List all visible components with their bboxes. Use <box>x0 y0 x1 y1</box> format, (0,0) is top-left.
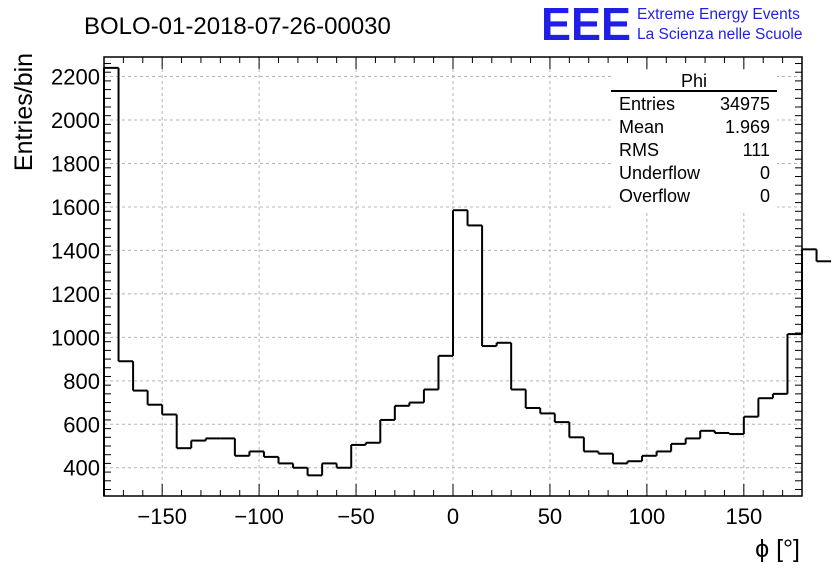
eee-logo: EEE Extreme Energy Events La Scienza nel… <box>541 0 802 50</box>
stats-value-underflow: 0 <box>760 163 770 183</box>
stats-label-mean: Mean <box>619 117 664 137</box>
eee-logo-mark: EEE <box>541 0 631 50</box>
y-tick-label: 1800 <box>51 151 100 176</box>
x-tick-label: 0 <box>447 504 459 529</box>
stats-label-entries: Entries <box>619 94 675 114</box>
run-title: BOLO-01-2018-07-26-00030 <box>84 13 391 40</box>
y-tick-labels: 400 600 800 1000 1200 1400 1600 1800 2000 2200 <box>51 65 100 481</box>
y-tick-label: 800 <box>63 369 100 394</box>
stats-row-overflow: Overflow 0 <box>619 186 770 206</box>
stats-box-title: Phi <box>681 71 707 91</box>
x-tick-label: −150 <box>137 504 187 529</box>
y-tick-label: 2000 <box>51 108 100 133</box>
stats-value-overflow: 0 <box>760 186 770 206</box>
y-tick-label: 2200 <box>51 65 100 90</box>
axes <box>103 56 803 497</box>
y-axis-title: Entries/bin <box>10 53 38 171</box>
stats-row-underflow: Underflow 0 <box>619 163 770 183</box>
x-tick-labels: −150 −100 −50 0 50 100 150 <box>137 504 762 529</box>
y-tick-label: 1600 <box>51 195 100 220</box>
stats-value-entries: 34975 <box>720 94 770 114</box>
stats-box: Phi Entries 34975 Mean 1.969 RMS 111 Und… <box>611 70 777 210</box>
x-tick-label: −100 <box>234 504 284 529</box>
stats-box-background <box>611 70 777 210</box>
stats-label-underflow: Underflow <box>619 163 701 183</box>
stats-value-mean: 1.969 <box>725 117 770 137</box>
y-tick-label: 1400 <box>51 238 100 263</box>
stats-row-entries: Entries 34975 <box>619 94 770 114</box>
eee-logo-line1: Extreme Energy Events <box>637 6 800 23</box>
stats-label-overflow: Overflow <box>619 186 691 206</box>
y-tick-label: 600 <box>63 412 100 437</box>
stats-value-rms: 111 <box>743 140 770 160</box>
eee-logo-line2: La Scienza nelle Scuole <box>637 26 802 43</box>
x-tick-label: −50 <box>337 504 374 529</box>
y-tick-label: 1200 <box>51 282 100 307</box>
x-axis-title: ϕ [°] <box>755 535 800 563</box>
x-tick-label: 150 <box>725 504 762 529</box>
stats-row-mean: Mean 1.969 <box>619 117 770 137</box>
y-tick-label: 400 <box>63 456 100 481</box>
x-tick-label: 50 <box>538 504 562 529</box>
y-tick-label: 1000 <box>51 325 100 350</box>
x-tick-label: 100 <box>629 504 666 529</box>
stats-row-rms: RMS 111 <box>619 140 770 160</box>
stats-label-rms: RMS <box>619 140 659 160</box>
